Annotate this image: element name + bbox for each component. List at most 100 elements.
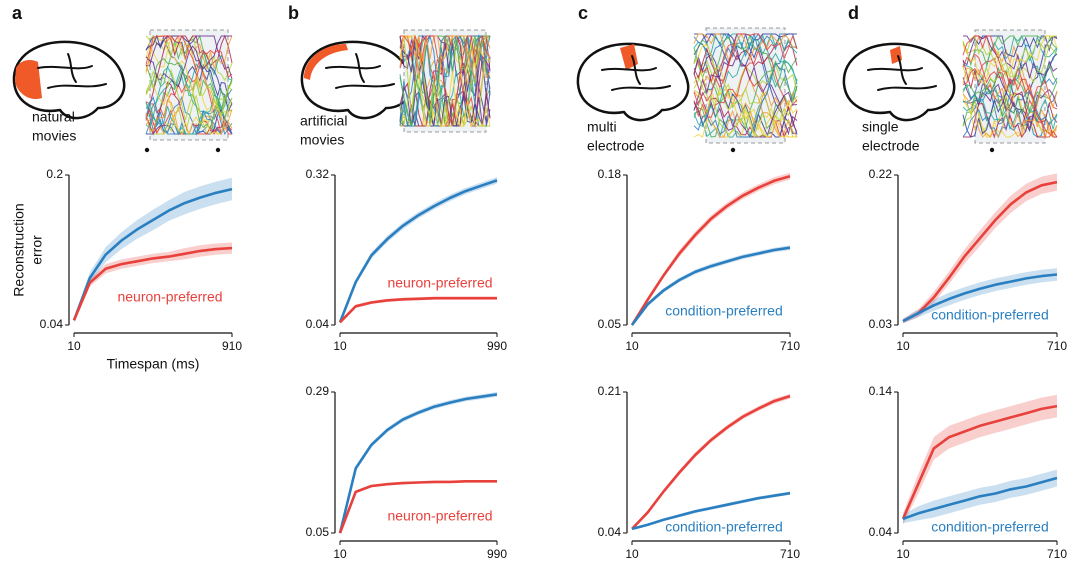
y-axis-label: Reconstruction (11, 203, 27, 296)
trace (400, 34, 491, 127)
panel-subtitle: multi (587, 119, 617, 135)
x-tick-label: 10 (333, 339, 347, 353)
panel-label: b (288, 3, 299, 23)
annotation: neuron-preferred (117, 289, 222, 305)
trace (693, 44, 798, 139)
annotation: condition-preferred (665, 303, 783, 319)
trace (962, 35, 1058, 138)
panel-subtitle: natural (32, 109, 75, 125)
line (902, 180, 1058, 323)
x-tick-label: 710 (780, 339, 800, 353)
brain-sketch (12, 40, 126, 120)
annotation: condition-preferred (931, 307, 1049, 323)
panel-subtitle: artificial (300, 113, 347, 129)
y-tick-label: 0.21 (598, 384, 622, 398)
trace (693, 91, 798, 138)
line (631, 491, 791, 531)
panel-label: a (12, 3, 23, 23)
trace (145, 68, 233, 121)
line (901, 404, 1058, 520)
y-axis-label: error (29, 235, 45, 265)
trace (693, 106, 797, 138)
panel-subtitle: movies (32, 128, 76, 144)
x-tick-label: 990 (487, 339, 507, 353)
trace (693, 32, 798, 110)
y-tick-label: 0.2 (46, 167, 63, 181)
y-tick-label: 0.05 (598, 317, 622, 331)
panel-subtitle: electrode (862, 138, 920, 154)
y-tick-label: 0.03 (869, 317, 893, 331)
y-tick-label: 0.04 (306, 317, 330, 331)
trace (962, 90, 1058, 139)
stimulus-dot (730, 147, 736, 153)
trace (399, 35, 491, 84)
trace (962, 67, 1058, 139)
trace (693, 32, 798, 128)
error-band (903, 268, 1057, 324)
trace (145, 82, 233, 136)
trace (145, 49, 233, 117)
trace (399, 34, 490, 127)
x-tick-label: 10 (896, 547, 910, 561)
y-tick-label: 0.04 (598, 525, 622, 539)
x-axis-label: Timespan (ms) (107, 356, 200, 372)
annotation: neuron-preferred (387, 508, 492, 524)
annotation: condition-preferred (931, 519, 1049, 535)
stimulus-dot (989, 147, 995, 153)
x-tick-label: 710 (780, 547, 800, 561)
x-tick-label: 10 (333, 547, 347, 561)
line (72, 246, 233, 321)
trace (145, 34, 233, 113)
panel-subtitle: movies (300, 132, 344, 148)
error-band (340, 177, 497, 324)
stimulus-dot (144, 147, 150, 153)
y-tick-label: 0.04 (40, 317, 64, 331)
brain-sketch (576, 42, 690, 122)
x-tick-label: 10 (67, 339, 81, 353)
x-tick-label: 10 (625, 547, 639, 561)
trace (962, 86, 1058, 139)
annotation: condition-preferred (665, 519, 783, 535)
trace (145, 35, 233, 79)
trace (693, 57, 798, 138)
trace (693, 33, 798, 107)
trace (962, 34, 1058, 67)
x-tick-label: 710 (1047, 339, 1067, 353)
x-tick-label: 10 (896, 339, 910, 353)
trace (145, 83, 233, 136)
y-tick-label: 0.29 (306, 384, 330, 398)
trace (693, 90, 798, 138)
y-tick-label: 0.04 (869, 525, 893, 539)
trace (400, 35, 490, 128)
line (339, 296, 497, 324)
line (338, 179, 498, 323)
trace (962, 59, 1057, 138)
error-band (903, 173, 1057, 324)
trace (962, 62, 1058, 116)
annotation: neuron-preferred (387, 275, 492, 291)
stimulus-dot (215, 147, 221, 153)
x-tick-label: 910 (222, 339, 242, 353)
line (902, 273, 1058, 323)
error-band (340, 296, 497, 324)
line (631, 394, 791, 530)
y-tick-label: 0.18 (598, 167, 622, 181)
y-tick-label: 0.22 (869, 167, 893, 181)
panel-label: d (848, 3, 859, 23)
trace (962, 35, 1058, 66)
y-tick-label: 0.32 (306, 167, 330, 181)
trace (962, 93, 1058, 139)
trace (145, 35, 233, 129)
trace (962, 35, 1058, 85)
line (630, 174, 791, 326)
panel-label: c (578, 3, 588, 23)
line (902, 476, 1058, 521)
trace (693, 89, 798, 138)
trace (693, 62, 798, 138)
brain-sketch (300, 40, 414, 120)
x-tick-label: 990 (487, 547, 507, 561)
error-band (74, 242, 232, 323)
trace (693, 33, 798, 82)
trace (962, 98, 1058, 131)
